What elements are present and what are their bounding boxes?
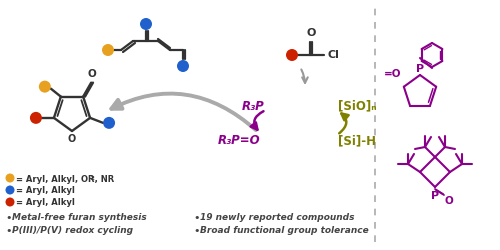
Text: P(III)/P(V) redox cycling: P(III)/P(V) redox cycling (12, 226, 133, 234)
Text: O: O (306, 28, 316, 38)
Text: P: P (416, 64, 424, 74)
Text: R₃P=O: R₃P=O (218, 134, 260, 147)
Circle shape (39, 81, 51, 93)
Circle shape (6, 186, 15, 195)
FancyArrowPatch shape (112, 94, 256, 130)
Text: P: P (431, 190, 439, 200)
FancyArrowPatch shape (302, 70, 308, 84)
FancyArrowPatch shape (339, 114, 348, 134)
Circle shape (103, 118, 115, 129)
Circle shape (6, 198, 15, 207)
Text: Broad functional group tolerance: Broad functional group tolerance (200, 226, 369, 234)
Circle shape (177, 61, 189, 73)
Circle shape (102, 45, 114, 57)
Text: Cl: Cl (327, 50, 339, 60)
Text: [SiO]ₙ: [SiO]ₙ (338, 99, 376, 112)
Text: [Si]-H: [Si]-H (338, 134, 376, 147)
Circle shape (6, 174, 15, 183)
Text: = Aryl, Alkyl: = Aryl, Alkyl (16, 198, 75, 207)
Text: = Aryl, Alkyl: = Aryl, Alkyl (16, 186, 75, 195)
Text: O: O (88, 68, 96, 78)
Text: O: O (68, 134, 76, 143)
Text: •: • (5, 212, 12, 222)
Text: Metal-free furan synthesis: Metal-free furan synthesis (12, 213, 147, 222)
Text: •: • (5, 225, 12, 235)
Text: 19 newly reported compounds: 19 newly reported compounds (200, 213, 354, 222)
Text: = Aryl, Alkyl, OR, NR: = Aryl, Alkyl, OR, NR (16, 174, 114, 183)
Text: •: • (193, 212, 200, 222)
Circle shape (286, 50, 298, 62)
Circle shape (30, 112, 42, 124)
Text: =O: =O (384, 69, 401, 79)
Text: O: O (445, 195, 454, 205)
Text: 2: 2 (91, 175, 95, 180)
Circle shape (140, 19, 152, 31)
Text: R₃P: R₃P (242, 99, 265, 112)
FancyArrowPatch shape (250, 112, 264, 130)
Text: •: • (193, 225, 200, 235)
